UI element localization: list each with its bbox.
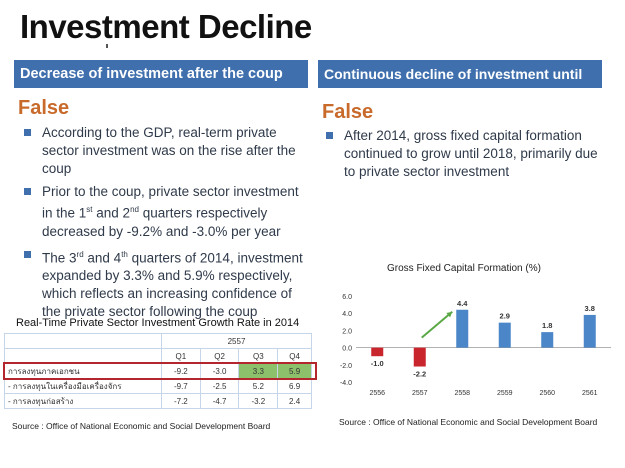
right-verdict: False — [322, 101, 374, 123]
data-label: 2.9 — [500, 312, 510, 321]
bullet-square-icon — [326, 132, 333, 139]
x-tick-label: 2556 — [369, 390, 385, 397]
table-row: การลงทุนภาคเอกชน -9.2 -3.0 3.3 5.9 — [4, 363, 312, 379]
data-label: -1.0 — [371, 359, 384, 368]
data-label: 3.8 — [585, 304, 595, 313]
bullet-square-icon — [24, 188, 31, 195]
data-label: -2.2 — [413, 370, 426, 379]
trend-arrow-icon — [421, 310, 453, 339]
table-title: Real-Time Private Sector Investment Grow… — [16, 317, 300, 329]
list-item: After 2014, gross fixed capital formatio… — [324, 127, 610, 181]
chart-bar — [541, 332, 554, 348]
list-item: The 3rd and 4th quarters of 2014, invest… — [22, 246, 312, 322]
table-cell: 6.9 — [277, 378, 312, 394]
chart-source: Source : Office of National Economic and… — [339, 417, 598, 427]
chart-bar — [413, 347, 426, 367]
y-tick-label: 0.0 — [342, 346, 352, 353]
table-source: Source : Office of National Economic and… — [12, 421, 271, 431]
x-tick-label: 2560 — [539, 390, 555, 397]
left-verdict: False — [18, 97, 70, 119]
table-header-row: 2557 — [4, 333, 312, 349]
chart-bar — [456, 309, 469, 348]
investment-table: 2557 Q1 Q2 Q3 Q4 การลงทุนภาคเอกชน -9.2 -… — [4, 333, 312, 409]
table-cell: 5.9 — [277, 363, 312, 379]
row-label: - การลงทุนในเครื่องมือเครื่องจักร — [4, 378, 162, 394]
data-label: 1.8 — [542, 321, 552, 330]
table-row: - การลงทุนก่อสร้าง -7.2 -4.7 -3.2 2.4 — [4, 393, 312, 409]
trend-arrowhead-icon — [446, 311, 453, 318]
x-tick-label: 2557 — [412, 390, 428, 397]
list-item: Prior to the coup, private sector invest… — [22, 183, 312, 241]
year-header: 2557 — [161, 333, 312, 349]
y-tick-label: -4.0 — [340, 380, 352, 387]
table-cell: -3.2 — [238, 393, 279, 409]
bullet-square-icon — [24, 250, 31, 258]
x-tick-label: 2558 — [454, 390, 470, 397]
list-item: According to the GDP, real-term private … — [22, 124, 312, 178]
bullet-square-icon — [24, 129, 31, 136]
chart-title: Gross Fixed Capital Formation (%) — [387, 263, 541, 274]
left-section-header: Decrease of investment after the coup — [14, 60, 308, 88]
table-cell: 3.3 — [238, 363, 279, 379]
table-cell: 2.4 — [277, 393, 312, 409]
y-tick-label: -2.0 — [340, 363, 352, 370]
chart-bar — [371, 347, 384, 357]
table-row: - การลงทุนในเครื่องมือเครื่องจักร -9.7 -… — [4, 378, 312, 394]
chart-bar — [498, 322, 511, 348]
divider — [106, 44, 108, 48]
gfcf-bar-chart: -4.0 -2.0 0.0 2.0 4.0 6.0 -1.0 2556 -2.2 2557 4.4 2… — [340, 294, 611, 397]
table-cell: -9.7 — [161, 378, 201, 394]
data-label: 4.4 — [457, 299, 468, 308]
table-cell: -7.2 — [161, 393, 201, 409]
x-tick-label: 2559 — [497, 390, 513, 397]
right-section-header: Continuous decline of investment until 2… — [318, 60, 602, 110]
table-cell: -4.7 — [199, 393, 240, 409]
row-label: - การลงทุนก่อสร้าง — [4, 393, 162, 409]
table-cell: 5.2 — [238, 378, 279, 394]
y-tick-label: 4.0 — [342, 311, 352, 318]
highlight-box — [3, 362, 317, 380]
right-bullet-list: After 2014, gross fixed capital formatio… — [324, 127, 610, 186]
page-title: Investment Decline — [20, 8, 312, 45]
y-tick-label: 6.0 — [342, 294, 352, 301]
chart-bar — [583, 314, 596, 348]
left-bullet-list: According to the GDP, real-term private … — [22, 124, 312, 326]
x-tick-label: 2561 — [582, 390, 598, 397]
table-cell: -2.5 — [199, 378, 240, 394]
y-tick-label: 2.0 — [342, 328, 352, 335]
